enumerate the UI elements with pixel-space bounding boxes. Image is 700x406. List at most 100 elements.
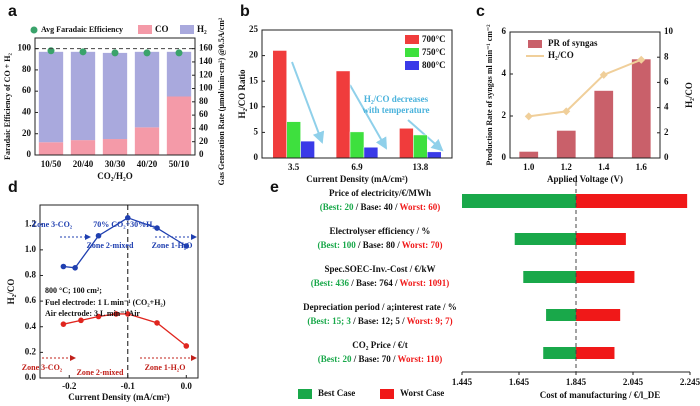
x-tick-label: 1.0 xyxy=(523,162,535,172)
bar xyxy=(335,70,351,159)
tick-label: 6 xyxy=(664,76,669,86)
panel-letter: d xyxy=(8,179,18,196)
bar-segment xyxy=(70,51,96,141)
bar-segment xyxy=(102,52,128,140)
avg-fe-point xyxy=(79,48,87,56)
tick-label: 100 xyxy=(199,83,213,93)
annotation: Fuel electrode: 1 L min⁻¹ (CO₂+H₂) xyxy=(45,298,166,307)
annotation: Zone 1-H₂O xyxy=(152,241,193,250)
point xyxy=(78,317,84,324)
legend-label: Worst Case xyxy=(400,388,444,398)
tick-label: 140 xyxy=(199,56,213,66)
x-tick-label: 1.6 xyxy=(636,162,648,172)
tick-label: 0 xyxy=(199,149,204,159)
x-tick-label: 2.245 xyxy=(680,377,700,387)
tick-label: 2 xyxy=(664,127,669,137)
annotation: Zone 3-CO₂ xyxy=(22,363,63,372)
item-detail: (Best: 20 / Base: 70 / Worst: 110) xyxy=(318,354,443,364)
point xyxy=(154,320,160,326)
tick-label: 2 xyxy=(502,110,507,120)
item-detail: (Best: 436 / Base: 764 / Worst: 1091) xyxy=(311,278,450,288)
bar-segment xyxy=(38,142,64,155)
annotation: Zone 2-mixed xyxy=(87,241,134,250)
worst-bar xyxy=(576,347,615,359)
bar-segment xyxy=(166,51,192,97)
best-bar xyxy=(543,347,576,359)
x-tick-label: 1.2 xyxy=(561,162,573,172)
annotation: 70% CO₂+30%H₂ xyxy=(93,220,155,229)
annotation: with temperature xyxy=(362,105,429,115)
y-axis-label: H₂/CO xyxy=(6,279,16,305)
point xyxy=(183,243,190,249)
annotation: H₂/CO decreases xyxy=(364,94,429,104)
bar xyxy=(349,131,365,159)
tick-label: 4 xyxy=(664,102,669,112)
plot-frame xyxy=(39,204,199,379)
bar xyxy=(594,90,614,158)
legend-label: Avg Faradaic Efficiency xyxy=(41,25,123,34)
legend-label: 700°C xyxy=(422,34,446,44)
legend-swatch xyxy=(138,25,152,34)
annotation: Zone 3-CO₂ xyxy=(32,220,73,229)
x-tick-label: 30/30 xyxy=(105,159,126,169)
tick-label: 4 xyxy=(502,68,507,78)
tick-label: 25 xyxy=(249,24,259,34)
tick-label: 100 xyxy=(18,43,32,53)
x-tick-label: 1.645 xyxy=(509,377,530,387)
tick-label: 0.6 xyxy=(25,295,37,305)
point xyxy=(60,263,67,270)
annotation: Air electrode: 3 L min⁻¹ Air xyxy=(45,309,140,318)
annotation: Zone 2-mixed xyxy=(77,368,124,377)
x-tick-label: -0.1 xyxy=(121,381,136,391)
tick-label: 0 xyxy=(664,152,669,162)
tick-label: 80 xyxy=(199,96,209,106)
tick-label: 40 xyxy=(22,107,32,117)
tick-label: 10 xyxy=(664,26,674,36)
legend-swatch xyxy=(380,389,394,399)
best-bar xyxy=(514,233,576,245)
point xyxy=(60,321,67,327)
item-base-label: / Base: 70 / xyxy=(353,354,396,364)
annotation: 800 °C; 100 cm²; xyxy=(45,286,102,295)
plot-frame xyxy=(509,31,661,159)
tick-label: 0.4 xyxy=(25,321,37,331)
plot-frame xyxy=(34,37,196,156)
worst-bar xyxy=(576,271,635,283)
item-worst-label: Worst: 9; 7) xyxy=(407,316,453,326)
bar xyxy=(427,151,442,159)
point xyxy=(113,311,119,317)
y-axis-label: Production Rate of syngas ml min⁻¹ cm⁻² xyxy=(485,24,494,166)
tick-label: 20 xyxy=(249,50,259,60)
item-best-label: (Best: 15; 3 xyxy=(307,316,351,326)
x-axis-label: Current Density (mA/cm²) xyxy=(68,392,170,402)
x-tick-label: 1.445 xyxy=(452,377,473,387)
y-axis-label: H₂/CO Ratio xyxy=(237,69,247,118)
legend-swatch xyxy=(298,389,312,399)
point xyxy=(72,264,78,271)
bar-segment xyxy=(134,51,160,128)
plot-frame xyxy=(261,29,453,159)
x-tick-label: 0.0 xyxy=(181,381,193,391)
tick-label: 1.2 xyxy=(25,218,37,228)
line-marker xyxy=(562,107,571,116)
item-detail: (Best: 20 / Base: 40 / Worst: 60) xyxy=(320,202,441,212)
tick-label: 5 xyxy=(254,126,259,136)
item-name: Spec.SOEC-Inv.-Cost / €/kW xyxy=(324,264,435,274)
bar-segment xyxy=(166,96,192,155)
panel-letter: e xyxy=(270,179,279,196)
bar xyxy=(272,50,287,159)
item-detail: (Best: 15; 3 / Base: 12; 5 / Worst: 9; 7… xyxy=(307,316,452,326)
item-best-label: (Best: 20 xyxy=(318,354,352,364)
avg-fe-point xyxy=(143,49,151,57)
legend-swatch xyxy=(528,40,542,48)
worst-bar xyxy=(576,233,626,245)
point xyxy=(95,232,102,239)
item-detail: (Best: 100 / Base: 80 / Worst: 70) xyxy=(317,240,442,250)
panel-letter: b xyxy=(240,3,250,20)
legend-swatch xyxy=(180,25,194,34)
item-name: CO₂ Price / €/t xyxy=(352,340,407,350)
bar xyxy=(399,128,414,159)
tick-label: 80 xyxy=(22,64,32,74)
item-base-label: / Base: 764 / xyxy=(350,278,398,288)
